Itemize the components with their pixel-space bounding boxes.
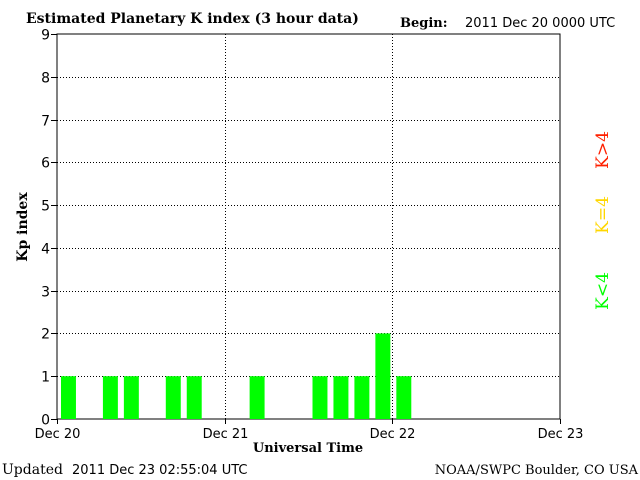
x-axis-label: Universal Time <box>253 441 363 456</box>
x-tick-label: Dec 22 <box>370 427 416 442</box>
legend-k-equal-4: K=4 <box>593 196 613 234</box>
x-ticks: Dec 20 Dec 21 Dec 22 Dec 23 <box>35 419 584 442</box>
kp-bar <box>123 376 139 419</box>
y-tick-label: 4 <box>41 242 50 258</box>
gridlines <box>57 34 560 419</box>
plot-area: 0 1 2 3 4 5 6 7 8 9 Dec 20 Dec 21 Dec 22 Dec 23 <box>35 28 584 443</box>
updated-value: 2011 Dec 23 02:55:04 UTC <box>72 463 247 478</box>
updated-label: Updated <box>2 462 63 478</box>
y-tick-label: 9 <box>41 28 50 44</box>
legend-k-less-than-4: K<4 <box>593 272 613 310</box>
kp-bar <box>396 376 412 419</box>
y-tick-label: 7 <box>41 114 50 130</box>
bars <box>61 333 412 419</box>
y-ticks: 0 1 2 3 4 5 6 7 8 9 <box>41 28 57 429</box>
begin-label: Begin: <box>400 16 448 31</box>
y-axis-label: Kp index <box>15 192 31 262</box>
credit: NOAA/SWPC Boulder, CO USA <box>435 463 639 478</box>
y-tick-label: 1 <box>41 370 50 386</box>
kp-bar <box>312 376 328 419</box>
kp-bar <box>165 376 181 419</box>
y-tick-label: 5 <box>41 199 50 215</box>
kp-bar <box>61 376 76 419</box>
legend-k-greater-than-4: K>4 <box>593 131 613 169</box>
kp-bar <box>333 376 349 419</box>
kp-bar <box>249 376 265 419</box>
begin-value: 2011 Dec 20 0000 UTC <box>465 16 615 31</box>
kp-bar <box>354 376 370 419</box>
y-tick-label: 3 <box>41 285 50 301</box>
y-tick-label: 2 <box>41 327 50 343</box>
legend: K<4 K=4 K>4 <box>593 131 613 310</box>
kp-bar <box>186 376 202 419</box>
x-tick-label: Dec 23 <box>538 427 584 442</box>
kp-bar <box>375 333 391 419</box>
y-tick-label: 0 <box>41 413 50 429</box>
y-tick-label: 8 <box>41 71 50 87</box>
y-tick-label: 6 <box>41 156 50 172</box>
chart-title: Estimated Planetary K index (3 hour data… <box>26 11 359 27</box>
kp-bar <box>102 376 118 419</box>
plot-frame <box>56 33 561 420</box>
x-tick-label: Dec 20 <box>35 427 81 442</box>
x-tick-label: Dec 21 <box>203 427 249 442</box>
